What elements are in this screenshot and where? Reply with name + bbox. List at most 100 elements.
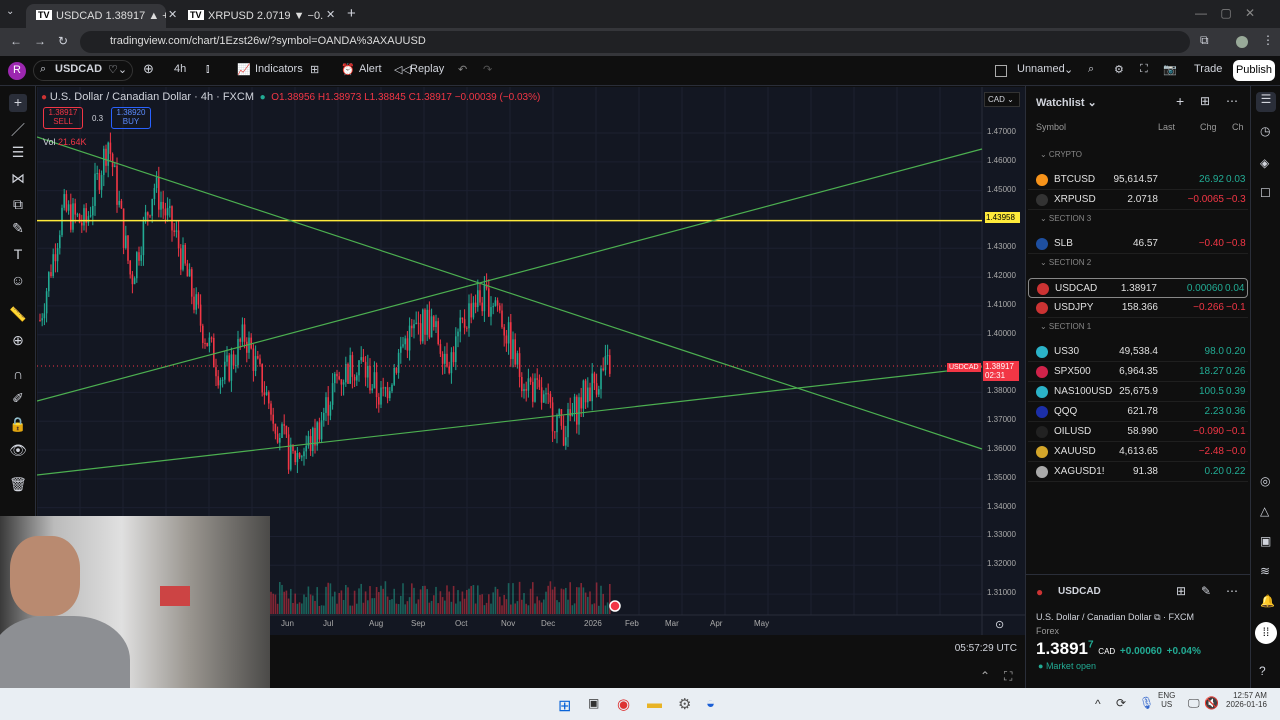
ruler-icon[interactable]: 📏 xyxy=(9,306,27,322)
help-icon[interactable]: ? xyxy=(1259,664,1266,678)
layout-name-button[interactable]: Unnamed xyxy=(1017,63,1065,75)
maximize-panel-icon[interactable]: ⛶ xyxy=(1004,669,1013,683)
apps-grid-icon[interactable]: ⁞⁞ xyxy=(1255,622,1277,644)
utc-clock[interactable]: 05:57:29 UTC xyxy=(954,643,1017,654)
zoom-in-icon[interactable]: ⊕ xyxy=(12,332,24,348)
publish-button[interactable]: Publish xyxy=(1233,60,1275,81)
quick-search-icon[interactable]: ⌕ xyxy=(1088,63,1095,75)
col-symbol[interactable]: Symbol xyxy=(1036,122,1067,132)
crosshair-icon[interactable]: + xyxy=(9,94,27,112)
window-controls[interactable]: — ▢ ✕ xyxy=(1195,6,1256,20)
watchlist-section[interactable]: ⌄ SECTION 3 xyxy=(1040,214,1092,223)
taskview-icon[interactable]: ▣ xyxy=(588,696,600,710)
details-symbol[interactable]: USDCAD xyxy=(1058,586,1101,597)
network-icon[interactable]: 🖵 xyxy=(1188,696,1200,710)
camera-snapshot-icon[interactable]: 📷 xyxy=(1163,64,1177,76)
lock-drawings-pencil-icon[interactable]: ✐ xyxy=(12,390,24,406)
symbol-search[interactable] xyxy=(33,60,133,81)
more-icon[interactable]: ⋯ xyxy=(1226,584,1238,598)
more-options-icon[interactable]: ⋯ xyxy=(1226,94,1238,108)
tray-chevron-icon[interactable]: ^ xyxy=(1095,697,1101,711)
collapse-panel-icon[interactable]: ⌃ xyxy=(980,669,991,683)
url-field[interactable]: tradingview.com/chart/1Ezst26w/?symbol=O… xyxy=(80,31,1190,53)
layout-checkbox-icon[interactable] xyxy=(995,65,1007,77)
replay-button[interactable]: Replay xyxy=(410,63,445,75)
watchlist-section[interactable]: ⌄ CRYPTO xyxy=(1040,150,1082,159)
watchlist-row[interactable]: OILUSD 58.990 −0.090 −0.1 xyxy=(1028,422,1248,442)
magnet-icon[interactable]: ∩ xyxy=(12,366,24,382)
layout-chevron-icon[interactable]: ⌄ xyxy=(1064,64,1074,76)
watchlist-row[interactable]: SLB 46.57 −0.40 −0.8 xyxy=(1028,234,1248,254)
profile-avatar[interactable] xyxy=(1236,36,1248,48)
start-icon[interactable]: ⊞ xyxy=(558,698,572,715)
tab-usdcad[interactable]: TV USDCAD 1.38917 ▲ +0.04% Un xyxy=(26,4,166,28)
watchlist-row[interactable]: SPX500 6,964.35 18.27 0.26 xyxy=(1028,362,1248,382)
close-tab-icon[interactable]: ✕ xyxy=(326,9,336,21)
trend-line-icon[interactable]: ／ xyxy=(11,122,25,138)
reload-icon[interactable]: ↻ xyxy=(58,34,69,48)
watchlist-row[interactable]: QQQ 621.78 2.23 0.36 xyxy=(1028,402,1248,422)
pattern-icon[interactable]: ⋈ xyxy=(11,170,25,186)
watchlist-title[interactable]: Watchlist ⌄ xyxy=(1036,97,1097,109)
grid-icon[interactable]: ⊞ xyxy=(1176,584,1187,598)
chart-canvas[interactable] xyxy=(37,87,1025,635)
tab-list-chevron-icon[interactable]: ⌄ xyxy=(6,6,15,17)
chart-settings-icon[interactable]: ⊙ xyxy=(995,619,1005,631)
alert-button[interactable]: Alert xyxy=(359,63,382,75)
language-indicator[interactable]: ENG US xyxy=(1158,691,1175,709)
extensions-icon[interactable]: ⧉ xyxy=(1200,33,1209,47)
symbol-title[interactable]: U.S. Dollar / Canadian Dollar · 4h · FXC… xyxy=(49,91,255,103)
col-last[interactable]: Last xyxy=(1158,122,1176,132)
settings-icon[interactable]: ⚙ xyxy=(678,696,692,713)
close-tab-icon[interactable]: ✕ xyxy=(168,9,178,21)
settings-gear-icon[interactable]: ⚙ xyxy=(1114,64,1124,76)
target-icon[interactable]: ◎ xyxy=(1260,474,1271,488)
forecasting-icon[interactable]: ⧉ xyxy=(13,196,23,212)
redo-icon[interactable]: ↷ xyxy=(483,64,493,76)
forward-icon[interactable]: → xyxy=(34,34,46,48)
calendar-icon[interactable]: ▣ xyxy=(1260,534,1272,548)
watchlist-row[interactable]: USDCAD 1.38917 0.00060 0.04 xyxy=(1028,278,1248,298)
watchlist-icon[interactable]: ☰ xyxy=(1256,92,1276,112)
microphone-icon[interactable]: 🎙 xyxy=(1139,696,1155,710)
fib-retracement-icon[interactable]: ☰ xyxy=(11,144,25,160)
chat-icon[interactable]: ☐ xyxy=(1260,186,1271,200)
advanced-view-icon[interactable]: ⊞ xyxy=(1200,94,1211,108)
watchlist-section[interactable]: ⌄ SECTION 1 xyxy=(1040,322,1092,331)
chart-type-candles-icon[interactable]: ⫾ xyxy=(206,63,210,75)
currency-select[interactable]: CAD ⌄ xyxy=(984,92,1020,107)
sync-icon[interactable]: ⟳ xyxy=(1116,696,1127,710)
brush-icon[interactable]: ✎ xyxy=(12,220,24,236)
watchlist-row[interactable]: BTCUSD 95,614.57 26.92 0.03 xyxy=(1028,170,1248,190)
compare-icon[interactable]: ♡⌄ xyxy=(108,64,128,76)
emoji-icon[interactable]: ☺ xyxy=(10,272,26,288)
watchlist-row[interactable]: XAUUSD 4,613.65 −2.48 −0.0 xyxy=(1028,442,1248,462)
lock-icon[interactable]: 🔒 xyxy=(9,416,27,432)
watchlist-row[interactable]: XRPUSD 2.0718 −0.0065 −0.3 xyxy=(1028,190,1248,210)
templates-icon[interactable]: ⊞ xyxy=(310,64,320,76)
interval-button[interactable]: 4h xyxy=(174,63,187,75)
indicators-button[interactable]: Indicators xyxy=(255,63,303,75)
add-symbol-plus-icon[interactable]: + xyxy=(1176,93,1185,109)
sell-button[interactable]: 1.38917 SELL xyxy=(43,107,83,129)
volume-muted-icon[interactable]: 🔇 xyxy=(1204,696,1219,710)
tab-xrpusd[interactable]: TV XRPUSD 2.0719 ▼ −0.31% Unn xyxy=(178,4,323,28)
watchlist-section[interactable]: ⌄ SECTION 2 xyxy=(1040,258,1092,267)
col-chg-pct[interactable]: Ch xyxy=(1232,122,1244,132)
trade-button[interactable]: Trade xyxy=(1194,63,1223,75)
chrome-icon[interactable]: ◉ xyxy=(617,696,631,713)
clock[interactable]: 12:57 AM 2026-01-16 xyxy=(1226,691,1267,709)
fullscreen-icon[interactable]: ⛶ xyxy=(1140,63,1148,75)
buy-button[interactable]: 1.38920 BUY xyxy=(111,107,151,129)
watchlist-row[interactable]: XAGUSD1! 91.38 0.20 0.22 xyxy=(1028,462,1248,482)
eye-icon[interactable]: 👁 xyxy=(9,442,27,458)
edit-note-icon[interactable]: ✎ xyxy=(1201,584,1212,598)
back-icon[interactable]: ← xyxy=(10,34,22,48)
undo-icon[interactable]: ↶ xyxy=(458,64,468,76)
menu-icon[interactable]: ⋮ xyxy=(1262,33,1274,47)
file-explorer-icon[interactable]: ▬ xyxy=(647,695,662,712)
layers-icon[interactable]: ◈ xyxy=(1260,156,1270,170)
details-name[interactable]: U.S. Dollar / Canadian Dollar xyxy=(1036,612,1152,622)
col-chg[interactable]: Chg xyxy=(1200,122,1217,132)
text-icon[interactable]: T xyxy=(13,246,23,262)
